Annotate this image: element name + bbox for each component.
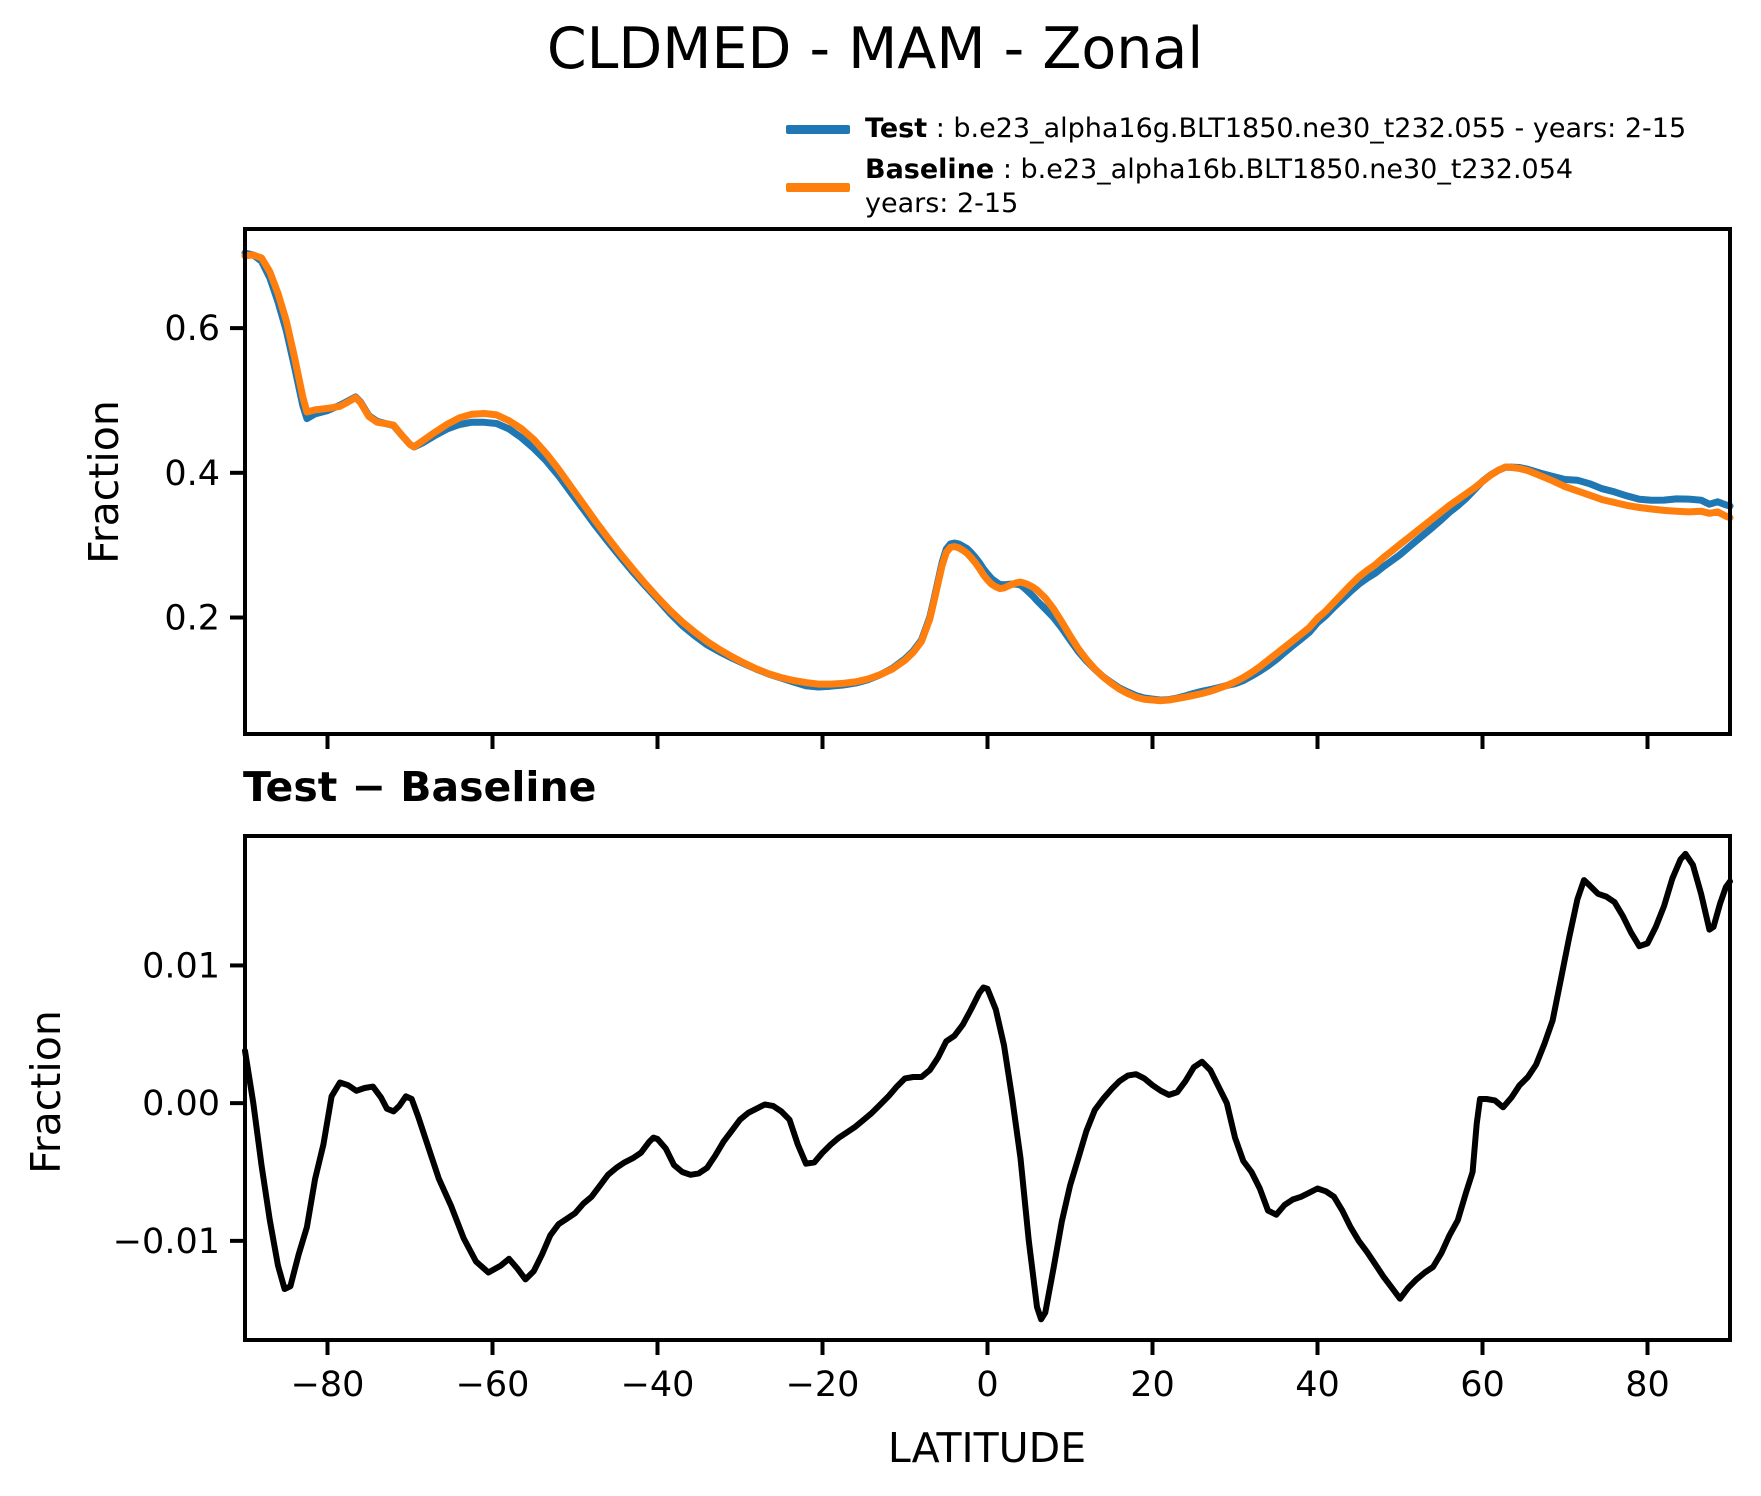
legend-label-baseline: Baseline : b.e23_alpha16b.BLT1850.ne30_t… bbox=[865, 153, 1573, 221]
legend: Test : b.e23_alpha16g.BLT1850.ne30_t232.… bbox=[786, 112, 1686, 228]
series-line-test bbox=[241, 249, 1734, 704]
y-tick-label: 0.4 bbox=[164, 454, 220, 494]
legend-item-test: Test : b.e23_alpha16g.BLT1850.ne30_t232.… bbox=[786, 112, 1686, 146]
diff-panel-title: Test − Baseline bbox=[243, 763, 597, 811]
y-tick-label: 0.6 bbox=[164, 309, 220, 349]
x-tick-label: −80 bbox=[291, 1365, 365, 1405]
x-tick-label: 40 bbox=[1295, 1365, 1340, 1405]
x-tick-label: −40 bbox=[621, 1365, 695, 1405]
test-line-swatch bbox=[786, 124, 850, 134]
page-title: CLDMED - MAM - Zonal bbox=[546, 16, 1204, 82]
x-tick-label: −20 bbox=[786, 1365, 860, 1405]
legend-item-baseline: Baseline : b.e23_alpha16b.BLT1850.ne30_t… bbox=[786, 153, 1686, 221]
y-tick-label: 0.00 bbox=[142, 1084, 220, 1124]
x-axis-label: LATITUDE bbox=[887, 1424, 1087, 1472]
top-y-axis-label: Fraction bbox=[80, 400, 128, 564]
x-tick-label: 20 bbox=[1130, 1365, 1175, 1405]
baseline-line-swatch bbox=[786, 182, 850, 192]
x-tick-label: 80 bbox=[1625, 1365, 1670, 1405]
axes-spines-panel-0 bbox=[243, 227, 1732, 736]
legend-text-test: : b.e23_alpha16g.BLT1850.ne30_t232.055 -… bbox=[927, 113, 1687, 144]
series-line-baseline bbox=[241, 251, 1734, 705]
x-tick-label: −60 bbox=[456, 1365, 530, 1405]
bottom-y-axis-label: Fraction bbox=[22, 1010, 70, 1174]
legend-text-baseline: : b.e23_alpha16b.BLT1850.ne30_t232.054 bbox=[994, 154, 1574, 185]
legend-text-baseline-line2: years: 2-15 bbox=[865, 188, 1019, 219]
legend-label-test: Test : b.e23_alpha16g.BLT1850.ne30_t232.… bbox=[865, 112, 1686, 146]
y-tick-label: −0.01 bbox=[113, 1222, 220, 1262]
axes-spines-panel-1 bbox=[243, 834, 1732, 1342]
x-tick-label: 0 bbox=[976, 1365, 998, 1405]
legend-name-test: Test bbox=[865, 113, 928, 144]
x-tick-label: 60 bbox=[1460, 1365, 1505, 1405]
y-tick-label: 0.2 bbox=[164, 599, 220, 639]
y-tick-label: 0.01 bbox=[142, 946, 220, 986]
series-line-test-minus-baseline bbox=[242, 850, 1733, 1323]
legend-name-baseline: Baseline bbox=[865, 154, 995, 185]
